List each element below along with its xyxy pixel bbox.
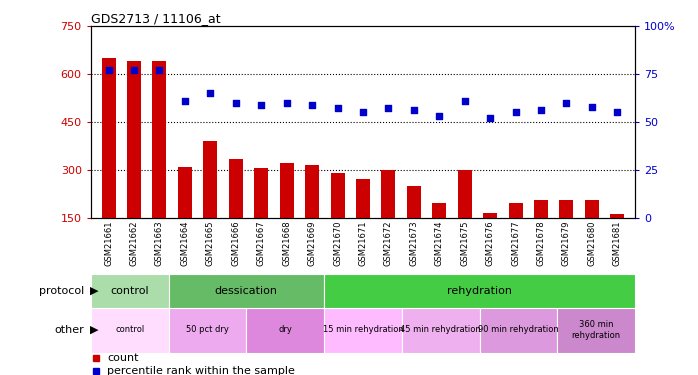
Point — [383, 105, 394, 111]
Text: dessication: dessication — [215, 286, 278, 296]
Bar — [356, 179, 370, 218]
Bar — [246, 308, 324, 352]
Text: protocol: protocol — [38, 286, 84, 296]
Text: GSM21673: GSM21673 — [409, 220, 418, 266]
Point — [433, 113, 445, 119]
Point — [332, 105, 343, 111]
Bar — [168, 274, 324, 308]
Text: GSM21666: GSM21666 — [231, 220, 240, 266]
Bar — [483, 213, 497, 217]
Point — [561, 100, 572, 106]
Text: GSM21671: GSM21671 — [359, 220, 367, 266]
Bar — [91, 274, 168, 308]
Text: dry: dry — [279, 326, 292, 334]
Text: percentile rank within the sample: percentile rank within the sample — [107, 366, 295, 375]
Bar — [458, 170, 472, 217]
Text: 45 min rehydration: 45 min rehydration — [401, 326, 481, 334]
Bar — [534, 200, 548, 217]
Point — [408, 107, 419, 113]
Bar — [305, 165, 319, 218]
Text: 50 pct dry: 50 pct dry — [186, 326, 229, 334]
Point — [510, 110, 521, 116]
Point — [230, 100, 242, 106]
Bar — [585, 200, 599, 217]
Bar — [91, 308, 168, 352]
Text: GSM21675: GSM21675 — [460, 220, 469, 266]
Text: GSM21677: GSM21677 — [511, 220, 520, 266]
Bar — [402, 308, 480, 352]
Text: GSM21678: GSM21678 — [537, 220, 546, 266]
Text: GDS2713 / 11106_at: GDS2713 / 11106_at — [91, 12, 221, 25]
Text: 15 min rehydration: 15 min rehydration — [322, 326, 403, 334]
Text: GSM21667: GSM21667 — [257, 220, 266, 266]
Point — [281, 100, 292, 106]
Point — [154, 67, 165, 73]
Bar — [127, 61, 141, 217]
Bar — [480, 308, 558, 352]
Text: GSM21665: GSM21665 — [206, 220, 215, 266]
Text: control: control — [110, 286, 149, 296]
Text: GSM21674: GSM21674 — [435, 220, 444, 266]
Bar — [381, 170, 395, 217]
Text: GSM21676: GSM21676 — [486, 220, 495, 266]
Text: GSM21679: GSM21679 — [562, 220, 571, 266]
Bar — [168, 308, 246, 352]
Text: count: count — [107, 353, 139, 363]
Bar — [203, 141, 217, 218]
Bar — [324, 274, 635, 308]
Bar — [432, 203, 446, 217]
Point — [128, 67, 140, 73]
Point — [205, 90, 216, 96]
Text: ▶: ▶ — [90, 325, 98, 335]
Text: ▶: ▶ — [90, 286, 98, 296]
Bar — [280, 164, 294, 218]
Text: GSM21669: GSM21669 — [308, 220, 317, 266]
Text: GSM21680: GSM21680 — [588, 220, 596, 266]
Bar — [331, 173, 345, 217]
Text: GSM21668: GSM21668 — [282, 220, 291, 266]
Bar — [558, 308, 635, 352]
Bar — [509, 203, 523, 217]
Text: GSM21662: GSM21662 — [130, 220, 138, 266]
Point — [103, 67, 114, 73]
Text: 360 min
rehydration: 360 min rehydration — [572, 320, 621, 340]
Text: control: control — [115, 326, 144, 334]
Point — [611, 110, 623, 116]
Bar — [610, 214, 625, 217]
Bar — [178, 166, 192, 218]
Bar — [560, 200, 574, 217]
Text: GSM21681: GSM21681 — [613, 220, 622, 266]
Point — [179, 98, 191, 104]
Point — [459, 98, 470, 104]
Text: rehydration: rehydration — [447, 286, 512, 296]
Point — [306, 102, 318, 108]
Point — [484, 115, 496, 121]
Bar — [101, 58, 116, 217]
Bar — [407, 186, 421, 218]
Text: GSM21661: GSM21661 — [104, 220, 113, 266]
Text: GSM21672: GSM21672 — [384, 220, 393, 266]
Text: GSM21663: GSM21663 — [155, 220, 164, 266]
Bar — [152, 61, 166, 217]
Text: GSM21670: GSM21670 — [333, 220, 342, 266]
Point — [255, 102, 267, 108]
Text: GSM21664: GSM21664 — [180, 220, 189, 266]
Point — [357, 110, 369, 116]
Bar — [229, 159, 243, 218]
Point — [535, 107, 547, 113]
Text: 90 min rehydration: 90 min rehydration — [478, 326, 559, 334]
Bar — [324, 308, 402, 352]
Bar — [254, 168, 268, 217]
Point — [586, 104, 597, 110]
Text: other: other — [54, 325, 84, 335]
